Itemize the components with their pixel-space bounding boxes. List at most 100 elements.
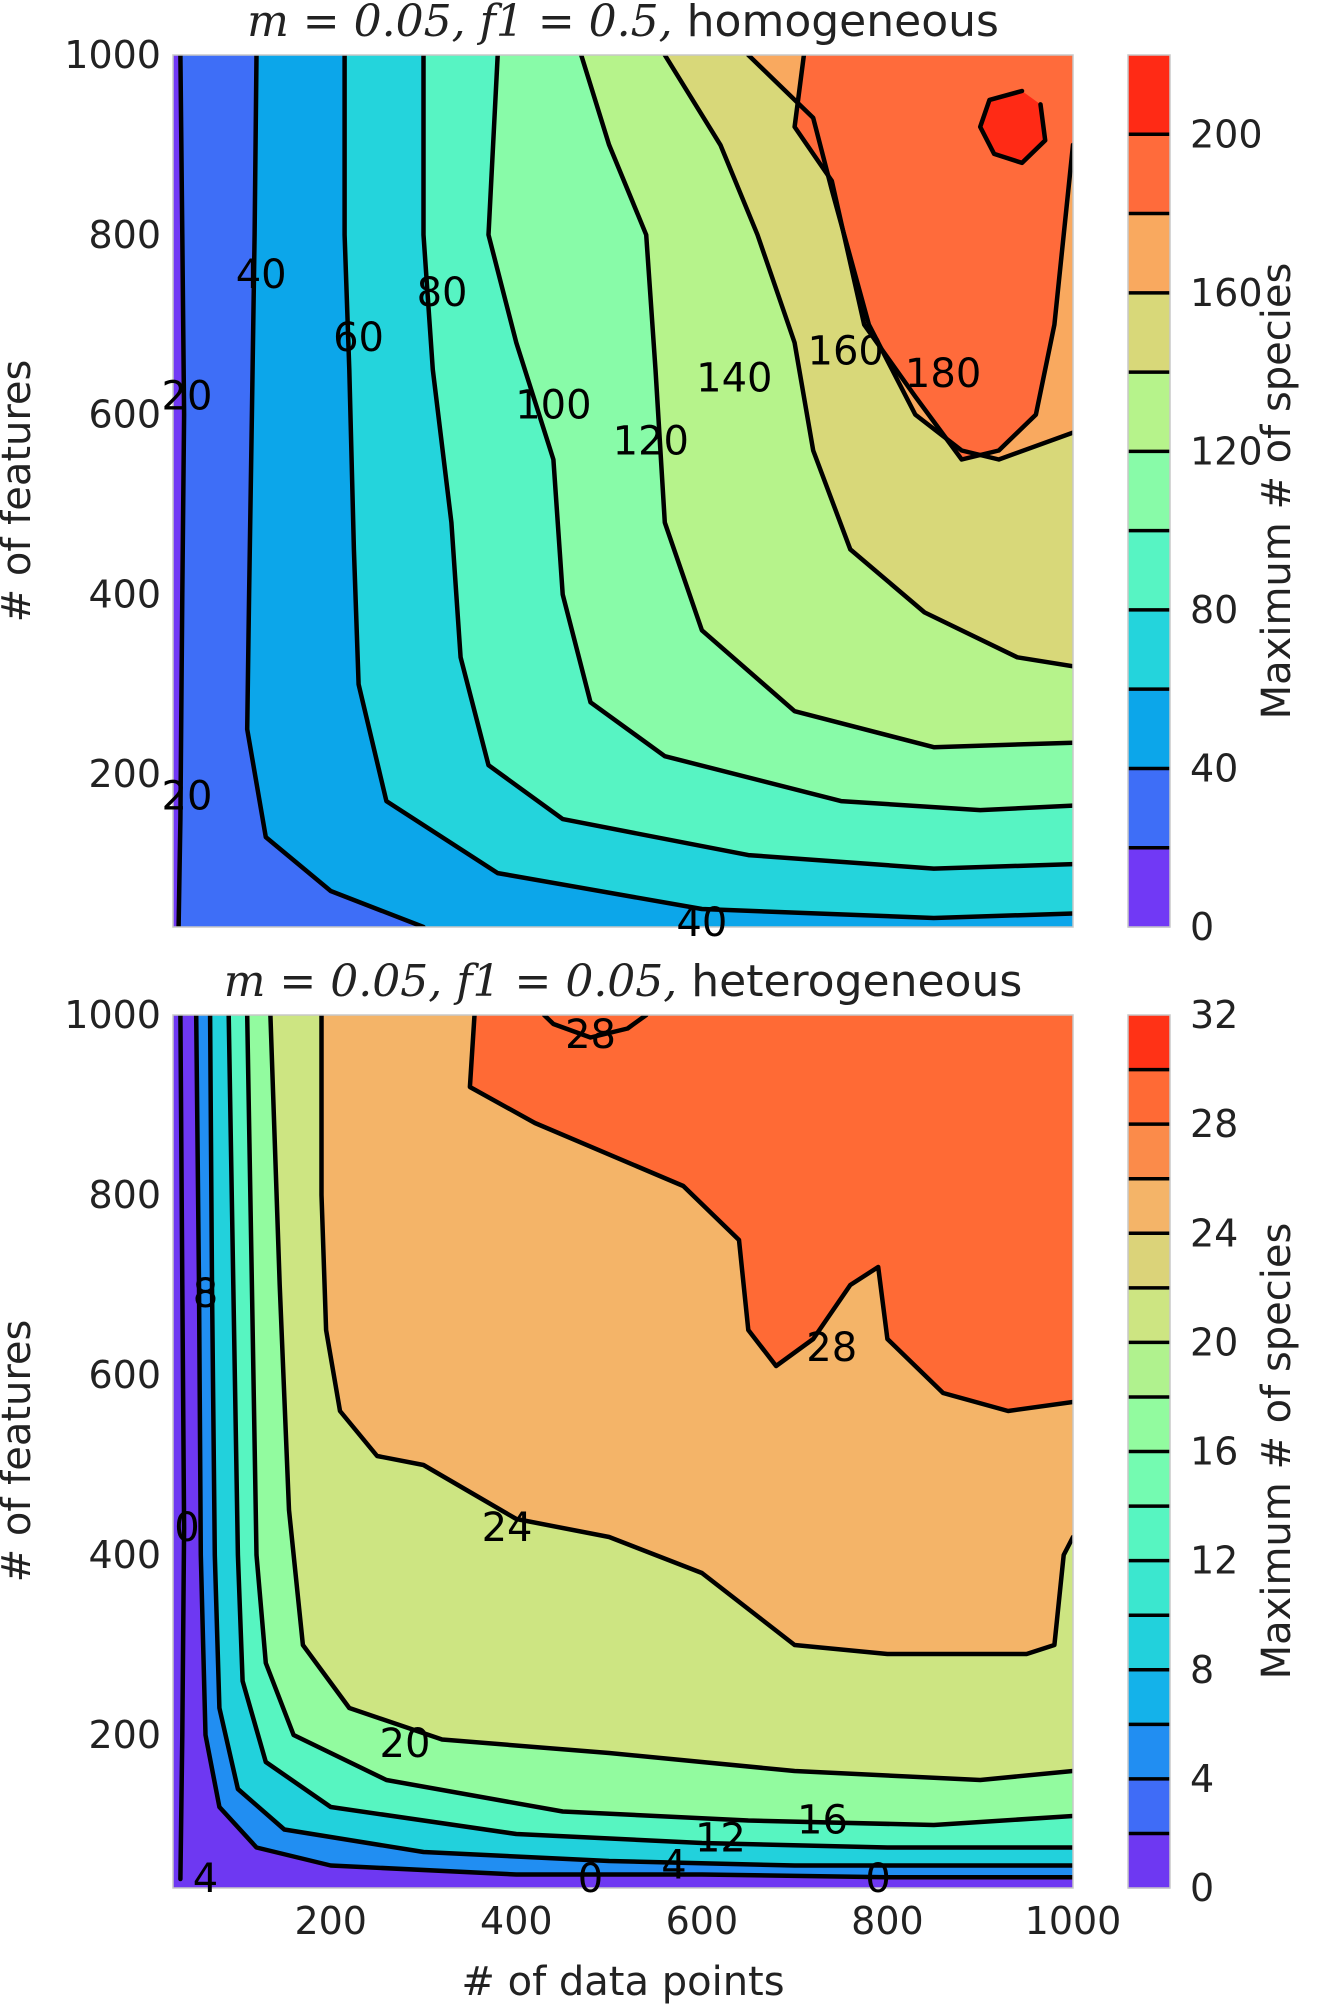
contour-line-16-4 [244, 1015, 1073, 1828]
colorbar-band-9 [1128, 1342, 1170, 1398]
contour-label-1: 20 [162, 774, 213, 820]
contour-line-80-3 [421, 55, 1073, 871]
bottom-plot-frame [172, 1014, 1074, 1889]
top-plot-area [173, 55, 1073, 927]
colorbar-band-6 [1128, 1506, 1170, 1562]
contour-line-40-1 [244, 55, 426, 927]
colorbar-band-3 [1128, 1669, 1170, 1725]
colorbar-tick-label-4: 16 [1190, 1430, 1238, 1474]
contour-label-7: 12 [695, 1816, 746, 1862]
contour-line-28-7 [541, 1015, 649, 1040]
contour-label-0: 20 [162, 374, 213, 420]
colorbar-band-15 [1128, 1015, 1170, 1071]
colorbar-tick-label-5: 200 [1190, 112, 1263, 156]
colorbar-band-4 [1128, 1615, 1170, 1671]
bottom-x-ticks: 200 400 600 800 1000 [294, 1899, 1121, 1943]
band-level-28-8 [469, 1015, 1073, 1411]
top-y-axis-label: # of features [0, 360, 40, 623]
colorbar-band-10 [1128, 1287, 1170, 1343]
top-title-text: homogeneous [687, 0, 999, 47]
x-tick-label-2: 600 [666, 1899, 739, 1943]
contour-label-9: 180 [905, 351, 981, 397]
contour-label-1: 8 [193, 1271, 218, 1317]
colorbar-band-11 [1128, 1233, 1170, 1289]
top-panel-title: m = 0.05, f1 = 0.5, homogeneous [247, 0, 999, 47]
y-tick-label-3: 800 [88, 213, 161, 257]
colorbar-band-13 [1128, 1124, 1170, 1180]
x-tick-label-3: 800 [851, 1899, 924, 1943]
contour-label-4: 24 [482, 1505, 533, 1551]
contour-line-200-9 [977, 88, 1048, 166]
contour-line-160-7 [746, 55, 1073, 462]
top-colorbar: 0 40 80 120 160 200 [1127, 54, 1263, 949]
x-tick-label-4: 1000 [1025, 1899, 1122, 1943]
bottom-plot-area [173, 1015, 1073, 1888]
colorbar-frame [1127, 54, 1171, 928]
colorbar-band-7 [1128, 292, 1170, 373]
colorbar-tick-label-0: 0 [1190, 905, 1214, 949]
contour-line-120-5 [578, 55, 1073, 750]
x-tick-label-0: 200 [294, 1899, 367, 1943]
colorbar-tick-label-8: 32 [1190, 993, 1238, 1037]
bottom-panel-title: m = 0.05, f1 = 0.05, heterogeneous [224, 956, 1023, 1007]
contour-label-5: 100 [515, 383, 591, 429]
colorbar-frame [1127, 1014, 1171, 1889]
colorbar-band-7 [1128, 1451, 1170, 1507]
top-plot-frame [172, 54, 1074, 928]
contour-label-6: 120 [613, 419, 689, 465]
colorbar-tick-label-3: 12 [1190, 1539, 1238, 1583]
y-tick-label-2: 600 [88, 1353, 161, 1397]
colorbar-tick-label-3: 120 [1190, 429, 1263, 473]
contour-line-140-6 [662, 55, 1073, 669]
top-title-math: m = 0.05, f1 = 0.5, [247, 0, 673, 47]
contour-label-10: 0 [865, 1856, 890, 1902]
y-tick-label-0: 200 [88, 1713, 161, 1757]
y-tick-label-0: 200 [88, 752, 161, 796]
top-y-ticks: 200 400 600 800 1000 [64, 33, 161, 796]
contour-line-0-0 [178, 1015, 187, 1882]
colorbar-band-1 [1128, 1778, 1170, 1835]
contour-label-9: 0 [578, 1856, 603, 1902]
contour-line-12-3 [226, 1015, 1073, 1850]
colorbar-tick-label-5: 20 [1190, 1320, 1238, 1364]
y-tick-label-4: 1000 [64, 993, 161, 1037]
contour-label-8: 160 [808, 329, 884, 375]
colorbar-band-8 [1128, 213, 1170, 294]
colorbar-tick-label-0: 0 [1190, 1866, 1214, 1910]
colorbar-band-1 [1128, 768, 1170, 849]
contour-line-24-6 [319, 1015, 1073, 1657]
y-tick-label-2: 600 [88, 393, 161, 437]
bottom-x-axis-label: # of data points [461, 1959, 784, 2005]
colorbar-tick-label-7: 28 [1190, 1102, 1238, 1146]
colorbar-band-10 [1128, 55, 1170, 135]
colorbar-band-5 [1128, 1560, 1170, 1616]
contour-label-3: 60 [333, 315, 384, 361]
contour-label-2: 28 [806, 1325, 857, 1371]
contour-label-3: 0 [174, 1505, 199, 1551]
y-tick-label-4: 1000 [64, 33, 161, 77]
bottom-y-ticks: 200 400 600 800 1000 [64, 993, 161, 1757]
colorbar-tick-label-2: 8 [1190, 1648, 1214, 1692]
colorbar-band-12 [1128, 1178, 1170, 1234]
colorbar-band-5 [1128, 451, 1170, 532]
colorbar-tick-label-1: 40 [1190, 746, 1238, 790]
top-panel: m = 0.05, f1 = 0.5, homogeneous 20 20 40 60… [0, 0, 1300, 949]
contour-line-60-2 [342, 55, 1073, 921]
colorbar-tick-label-6: 24 [1190, 1211, 1238, 1255]
contour-label-8: 4 [661, 1843, 686, 1889]
contour-label-0: 28 [565, 1012, 616, 1058]
contour-label-5: 20 [380, 1721, 431, 1767]
colorbar-band-0 [1128, 1833, 1170, 1889]
contour-label-10: 40 [676, 900, 727, 946]
colorbar-band-2 [1128, 689, 1170, 770]
x-tick-label-1: 400 [480, 1899, 553, 1943]
band-level-200-9 [980, 91, 1046, 163]
bottom-colorbar-label: Maximum # of species [1254, 1223, 1300, 1680]
bottom-title-text: heterogeneous [691, 956, 1022, 1007]
colorbar-band-6 [1128, 372, 1170, 452]
contour-line-20-0 [176, 55, 187, 927]
colorbar-band-0 [1128, 847, 1170, 928]
contour-label-6: 16 [797, 1798, 848, 1844]
